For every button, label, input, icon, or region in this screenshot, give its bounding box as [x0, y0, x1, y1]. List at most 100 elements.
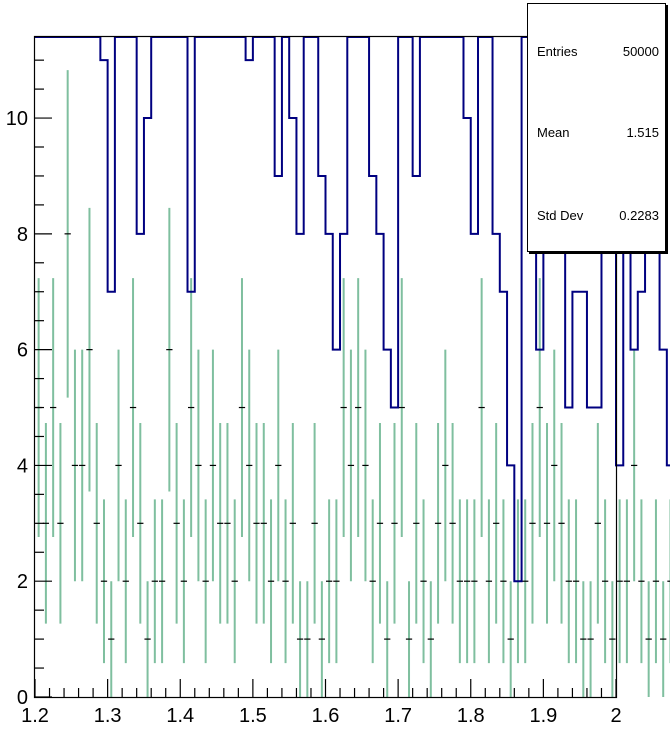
error-bar-point	[188, 278, 195, 537]
error-bar-point	[275, 349, 282, 582]
error-bar-point	[108, 581, 115, 697]
error-bar-point	[326, 499, 333, 664]
error-bar-point	[667, 499, 670, 664]
x-tick-label: 2	[610, 705, 621, 727]
stddev-label: Std Dev	[537, 208, 584, 223]
error-bar-point	[413, 423, 420, 624]
y-tick-label: 6	[17, 340, 28, 362]
error-bar-point	[50, 278, 57, 537]
error-bar-point	[296, 581, 304, 697]
error-bar-point	[623, 499, 631, 664]
error-bar-point	[347, 349, 355, 582]
error-bar-point	[536, 278, 543, 537]
y-tick-label: 10	[6, 108, 28, 130]
error-bar-point	[166, 207, 173, 492]
entries-label: Entries	[537, 44, 578, 59]
error-bar-point	[71, 349, 79, 582]
error-bar-point	[631, 349, 638, 582]
error-bar-point	[434, 423, 442, 624]
error-bar-point	[587, 581, 594, 697]
error-bar-point	[362, 349, 369, 582]
error-bar-point	[129, 278, 137, 537]
error-bar-point	[173, 423, 180, 624]
x-tick-label: 1.5	[239, 705, 267, 727]
error-bar-point	[609, 581, 616, 697]
error-bar-point	[267, 499, 275, 664]
error-bar-point	[463, 499, 471, 664]
error-bar-point	[282, 499, 289, 664]
error-bar-point	[224, 423, 231, 624]
error-bar-point	[195, 349, 202, 582]
error-bar-point	[572, 499, 580, 664]
error-bar-point	[57, 423, 64, 624]
error-bar-point	[86, 207, 93, 492]
y-tick-label: 2	[17, 571, 28, 593]
error-bar-point	[449, 423, 456, 624]
error-bar-point	[355, 278, 362, 537]
x-tick-label: 1.3	[94, 705, 122, 727]
error-bar-point	[405, 581, 413, 697]
stddev-value: 0.2283	[619, 208, 659, 223]
error-bar-point	[253, 423, 260, 624]
error-bar-point	[507, 581, 514, 697]
entries-value: 50000	[622, 44, 659, 59]
error-bar-point	[543, 423, 551, 624]
x-tick-label: 1.9	[529, 705, 557, 727]
stat-row-mean: Mean 1.515	[537, 125, 659, 140]
error-bar-point	[660, 581, 667, 697]
y-tick-label: 0	[17, 687, 28, 709]
y-tick-label: 4	[17, 455, 28, 477]
error-bar-point	[493, 423, 500, 624]
error-bar-point	[246, 349, 253, 582]
error-bar-point	[217, 423, 224, 624]
error-bar-point	[580, 581, 587, 697]
error-bar-point	[180, 499, 188, 664]
plot-frame	[33, 35, 618, 699]
error-bar-point	[384, 581, 391, 697]
error-bar-point	[238, 278, 246, 537]
error-bar-point	[289, 423, 296, 624]
error-bar-point	[558, 423, 565, 624]
error-bar-point	[594, 423, 601, 624]
error-bar-point	[645, 581, 652, 697]
error-bar-point	[304, 581, 311, 697]
error-bar-point	[391, 423, 398, 624]
error-bar-point	[79, 349, 86, 582]
error-bar-point	[471, 499, 478, 664]
error-bar-point	[376, 423, 384, 624]
error-bar-point	[565, 499, 572, 664]
error-bar-point	[601, 499, 609, 664]
error-bar-point	[398, 278, 405, 537]
stats-box: Entries 50000 Mean 1.515 Std Dev 0.2283	[527, 3, 666, 252]
error-bar-point	[478, 278, 485, 537]
error-bar-point	[100, 499, 108, 664]
error-bar-point	[420, 499, 427, 664]
error-bar-point	[456, 499, 463, 664]
error-bar-point	[333, 499, 340, 664]
error-bar-point	[340, 278, 347, 537]
error-bar-point	[500, 499, 507, 664]
error-bar-point	[115, 349, 122, 582]
x-tick-label: 1.6	[312, 705, 340, 727]
error-bar-point	[137, 423, 144, 624]
error-bar-point	[202, 499, 209, 664]
error-bar-point	[122, 499, 129, 664]
error-bar-point	[260, 423, 267, 624]
error-bar-point	[209, 349, 217, 582]
error-bar-point	[485, 499, 493, 664]
mean-label: Mean	[537, 125, 570, 140]
error-bar-point	[93, 423, 100, 624]
error-bar-point	[144, 581, 151, 697]
error-bar-point	[151, 499, 158, 664]
error-bar-point	[652, 499, 660, 664]
x-tick-label: 1.2	[21, 705, 49, 727]
error-bar-point	[442, 349, 449, 582]
error-bar-point	[369, 499, 376, 664]
error-bar-point	[638, 499, 645, 664]
error-bar-point	[158, 499, 166, 664]
x-tick-label: 1.4	[166, 705, 194, 727]
error-bar-point	[616, 499, 623, 664]
stat-row-stddev: Std Dev 0.2283	[537, 208, 659, 223]
x-tick-label: 1.8	[457, 705, 485, 727]
error-bar-point	[64, 70, 71, 398]
